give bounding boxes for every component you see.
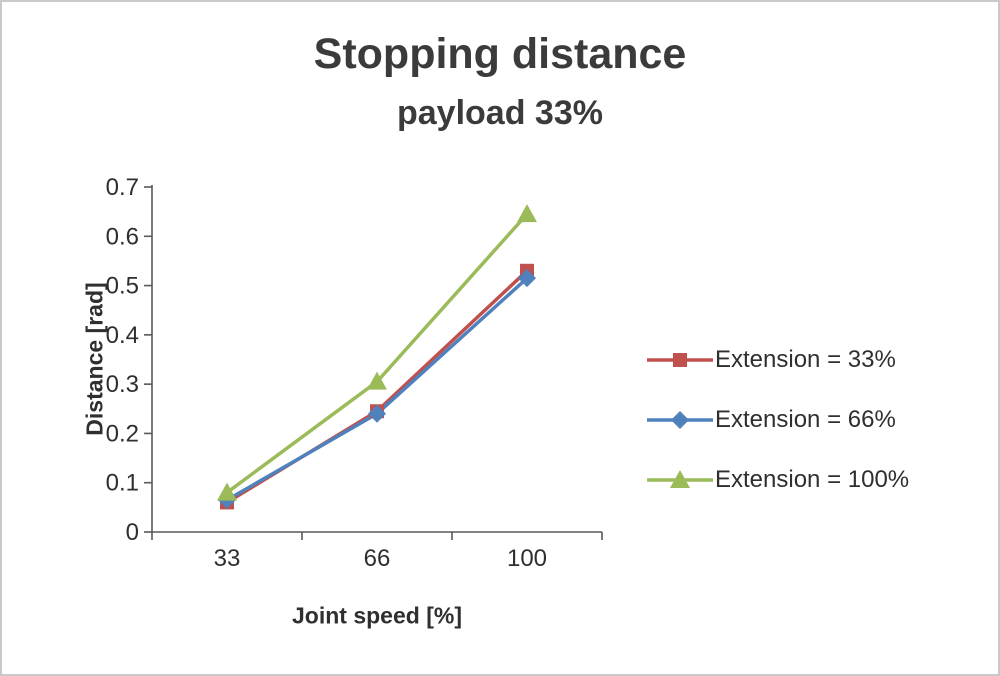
legend: Extension = 33% Extension = 66% Extension … bbox=[647, 330, 909, 510]
chart-subtitle: payload 33% bbox=[397, 94, 603, 132]
legend-key bbox=[647, 470, 713, 488]
x-tick-label: 100 bbox=[507, 545, 547, 572]
triangle-marker bbox=[217, 482, 237, 501]
square-marker bbox=[673, 353, 687, 367]
legend-item: Extension = 33% bbox=[647, 330, 909, 390]
triangle-marker bbox=[670, 470, 690, 488]
x-axis-title: Joint speed [%] bbox=[292, 602, 462, 629]
diamond-marker bbox=[671, 411, 689, 429]
y-tick-label: 0 bbox=[126, 519, 139, 546]
series-line bbox=[225, 212, 529, 494]
triangle-marker bbox=[367, 371, 387, 390]
legend-label: Extension = 66% bbox=[715, 406, 896, 433]
legend-item: Extension = 100% bbox=[647, 450, 909, 510]
legend-label: Extension = 100% bbox=[715, 466, 910, 493]
x-tick-label: 66 bbox=[364, 545, 391, 572]
y-tick-label: 0.3 bbox=[106, 371, 139, 398]
chart-title: Stopping distance bbox=[313, 30, 687, 78]
y-tick-label: 0.4 bbox=[106, 322, 139, 349]
legend-key bbox=[647, 353, 713, 367]
triangle-marker bbox=[517, 204, 537, 223]
y-tick-label: 0.7 bbox=[106, 174, 139, 201]
plot-area: 0 0.1 0.2 0.3 0.4 0.5 0.6 0.7 33 66 100 bbox=[106, 174, 603, 572]
diamond-marker bbox=[518, 269, 536, 288]
y-tick-label: 0.2 bbox=[106, 420, 139, 447]
x-tick-label: 33 bbox=[214, 545, 241, 572]
y-tick-label: 0.5 bbox=[106, 273, 139, 300]
y-tick-label: 0.6 bbox=[106, 223, 139, 250]
y-tick-label: 0.1 bbox=[106, 470, 139, 497]
legend-item: Extension = 66% bbox=[647, 390, 909, 450]
legend-label: Extension = 33% bbox=[715, 346, 896, 373]
legend-key bbox=[647, 411, 713, 429]
diamond-marker bbox=[368, 404, 386, 423]
